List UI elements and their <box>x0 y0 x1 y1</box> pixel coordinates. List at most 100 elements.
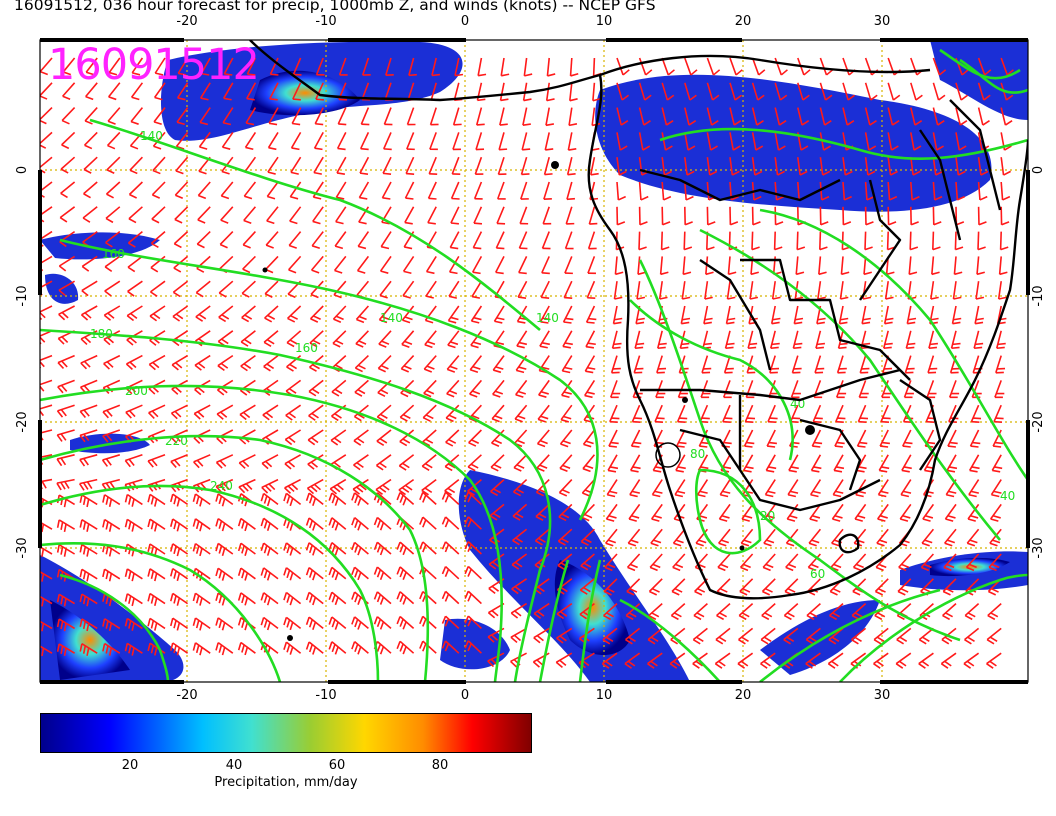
wind-barb <box>315 82 324 101</box>
wind-barb <box>671 578 686 596</box>
wind-barb <box>306 478 324 495</box>
wind-barb <box>215 454 234 469</box>
wind-barb <box>195 280 211 298</box>
wind-barb <box>588 206 598 225</box>
wind-barb <box>648 603 663 621</box>
wind-barb <box>858 380 869 399</box>
wind-barb <box>651 479 663 498</box>
wind-barb <box>887 82 901 101</box>
wind-barb <box>676 404 688 423</box>
wind-barb <box>873 652 889 669</box>
wind-barb <box>739 578 754 596</box>
wind-barb <box>424 330 437 349</box>
wind-barb <box>729 157 740 176</box>
wind-barb <box>992 429 1003 448</box>
wind-barb <box>616 181 626 201</box>
wind-barb <box>351 641 369 655</box>
wind-barb <box>124 642 143 656</box>
wind-barb <box>764 479 776 498</box>
lon-tick-label-bottom: 10 <box>596 688 613 703</box>
wind-barb <box>692 627 708 645</box>
wind-barb <box>124 568 143 582</box>
wind-barb <box>808 528 822 547</box>
wind-barb <box>85 82 98 101</box>
wind-barb <box>239 404 256 421</box>
wind-barb <box>986 627 1002 645</box>
wind-barb <box>990 479 1002 498</box>
wind-barb <box>469 355 483 373</box>
wind-barb <box>108 82 121 101</box>
wind-barb <box>864 206 874 226</box>
wind-barb <box>308 404 324 421</box>
wind-barb <box>173 231 189 249</box>
wind-barb <box>260 592 279 606</box>
wind-barb <box>616 132 628 151</box>
wind-barb <box>887 132 899 151</box>
wind-barb <box>475 132 485 151</box>
wind-barb <box>955 82 969 101</box>
wind-barb <box>715 627 731 645</box>
wind-barb <box>351 616 369 630</box>
wind-barb <box>468 429 482 447</box>
wind-barb <box>464 541 482 555</box>
lon-tick-label-bottom: 30 <box>874 688 891 703</box>
wind-barb <box>464 590 482 605</box>
wind-barb <box>674 479 686 498</box>
wind-barb <box>237 641 256 656</box>
wind-barb <box>222 107 234 126</box>
wind-barb <box>290 131 302 151</box>
wind-barb <box>910 107 923 126</box>
wind-barb <box>396 640 415 655</box>
wind-barb <box>199 107 211 126</box>
wind-barb <box>700 380 711 399</box>
contour-label: 140 <box>140 129 163 143</box>
wind-barb <box>311 231 324 250</box>
wind-barb <box>906 305 917 325</box>
wind-barb <box>488 553 505 570</box>
wind-barb <box>965 553 980 572</box>
wind-barb <box>243 206 257 225</box>
wind-barb <box>404 181 415 200</box>
wind-barb <box>221 131 234 150</box>
wind-barb <box>441 541 460 555</box>
wind-barb <box>102 618 121 632</box>
wind-barb <box>751 206 761 226</box>
wind-barb <box>313 132 324 151</box>
wind-barb <box>283 616 302 631</box>
wind-barb <box>267 156 279 175</box>
wind-barb <box>534 528 550 546</box>
wind-barb <box>797 82 810 101</box>
wind-barb <box>289 181 302 200</box>
wind-barb <box>376 429 392 447</box>
wind-barb <box>492 379 505 398</box>
lon-tick-label-bottom: 0 <box>461 688 469 703</box>
wind-barb <box>147 518 166 532</box>
wind-barb <box>616 107 629 126</box>
wind-barb <box>603 578 618 596</box>
wind-barb <box>454 57 464 77</box>
wind-barb <box>842 181 852 201</box>
wind-barb <box>638 57 653 76</box>
wind-barb <box>237 517 256 532</box>
wind-barb <box>729 57 743 76</box>
wind-barb <box>661 157 672 176</box>
wind-barb <box>328 616 347 630</box>
contour-label: 240 <box>210 479 233 493</box>
wind-barb <box>447 305 460 324</box>
wind-barb <box>926 380 937 399</box>
wind-barb <box>651 503 663 522</box>
wind-barb <box>108 57 121 76</box>
wind-barb <box>986 652 1002 669</box>
wind-barb <box>545 107 555 127</box>
wind-barb <box>729 107 742 126</box>
wind-barb <box>79 543 98 557</box>
wind-barb <box>519 206 529 225</box>
wind-barb <box>353 429 369 446</box>
wind-barb <box>695 528 709 547</box>
wind-barb <box>898 553 912 572</box>
wind-barb <box>130 82 144 101</box>
wind-barb <box>260 616 279 631</box>
wind-barb <box>242 231 256 249</box>
wind-barb <box>351 541 369 556</box>
wind-barb <box>150 230 166 248</box>
